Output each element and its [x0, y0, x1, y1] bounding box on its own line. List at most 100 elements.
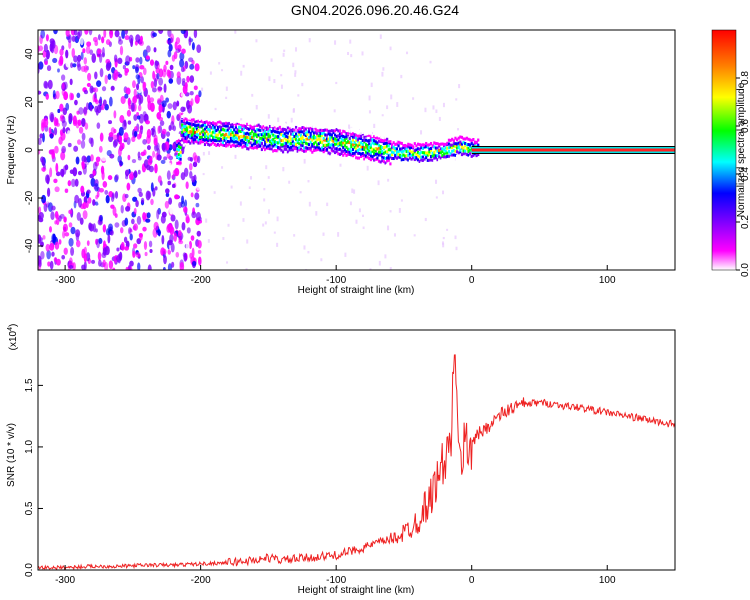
spectrogram-noise-cell — [198, 90, 202, 98]
spectrogram-noise-cell — [191, 42, 195, 51]
spectrogram-noise-cell — [113, 128, 117, 134]
spectrogram-ridge-cell — [447, 146, 451, 150]
spectrogram-ridge-cell — [215, 135, 218, 139]
spectrogram-ridge-cell — [454, 142, 457, 146]
spectrogram-faint-cell — [292, 108, 295, 113]
spectrogram-ridge-cell — [468, 143, 472, 147]
spectrogram-faint-cell — [424, 217, 427, 222]
spectrogram-noise-cell — [153, 137, 158, 146]
spectrogram-noise-cell — [161, 100, 167, 108]
spectrogram-noise-cell — [86, 240, 90, 246]
spectrogram-ridge-cell — [309, 131, 312, 135]
spectrogram-ridge-cell — [203, 123, 207, 127]
spectrogram-ridge-cell — [210, 133, 213, 137]
spectrogram-noise-cell — [175, 48, 181, 54]
spectrogram-ridge-cell — [298, 132, 301, 136]
spectrogram-ridge-cell — [371, 141, 374, 145]
spectrogram-noise-cell — [198, 256, 202, 266]
spectrogram-ridge-cell — [311, 129, 314, 133]
spectrogram-ridge-cell — [200, 135, 203, 139]
spectrogram-noise-cell — [183, 206, 188, 214]
spectrogram-ridge-cell — [460, 145, 464, 149]
spectrogram-ridge-cell — [319, 134, 322, 138]
spectrogram-ridge-cell — [176, 134, 179, 138]
spectrogram-noise-cell — [169, 206, 174, 215]
spectrogram-ridge-cell — [272, 133, 275, 137]
spectrogram-faint-cell — [389, 267, 392, 270]
spectrogram-ridge-cell — [369, 130, 372, 134]
spectrogram-ridge-cell — [324, 148, 327, 152]
spectrogram-noise-cell — [53, 116, 58, 127]
spectrogram-ridge-cell — [343, 138, 346, 142]
spectrogram-ridge-cell — [455, 150, 459, 154]
spectrogram-ridge-cell — [265, 145, 268, 149]
spectrogram-ridge-cell — [264, 140, 267, 144]
spectrogram-noise-cell — [49, 226, 52, 233]
spectrogram-ridge-cell — [320, 148, 324, 152]
spectrogram-ridge-cell — [425, 153, 428, 157]
spectrogram-noise-cell — [58, 239, 62, 245]
spectrogram-ridge-cell — [303, 126, 306, 130]
spectrogram-ridge-cell — [446, 154, 449, 158]
spectrogram-ridge-cell — [264, 133, 267, 137]
svg-text:(x104): (x104) — [7, 324, 19, 351]
spectrogram-faint-cell — [268, 76, 271, 82]
spectrogram-ridge-cell — [381, 151, 384, 155]
spectrogram-ridge-cell — [242, 134, 246, 138]
spectrogram-ridge-cell — [268, 121, 272, 125]
spectrogram-ridge-cell — [373, 151, 376, 155]
spectrogram-ridge-cell — [272, 144, 275, 148]
spectrogram-ridge-cell — [314, 131, 317, 135]
spectrogram-ridge-cell — [244, 120, 247, 124]
spectrogram-ridge-cell — [255, 140, 259, 144]
spectrogram-noise-cell — [63, 217, 67, 223]
spectrogram-ridge-cell — [195, 135, 198, 139]
spectrogram-ridge-cell — [260, 126, 264, 130]
spectrogram-ridge-cell — [429, 158, 433, 162]
spectrogram-noise-cell — [156, 209, 160, 220]
spectrogram-noise-cell — [137, 169, 141, 175]
spectrogram-ridge-cell — [254, 129, 257, 133]
spectrogram-ridge-cell — [208, 121, 211, 125]
spectrogram-ridge-cell — [356, 156, 359, 160]
spectrogram-noise-cell — [197, 249, 202, 254]
spectrogram-noise-cell — [109, 153, 115, 159]
spectrogram-ridge-cell — [298, 150, 301, 154]
spectrogram-ridge-cell — [400, 141, 403, 145]
spectrogram-ridge-cell — [294, 125, 298, 129]
spectrogram-ridge-cell — [239, 146, 242, 150]
spectrogram-ridge-cell — [215, 133, 218, 137]
spectrogram-noise-cell — [143, 159, 149, 169]
spectrogram-ridge-cell — [291, 148, 294, 152]
spectrogram-ridge-cell — [210, 145, 213, 149]
spectrogram-noise-cell — [73, 30, 78, 36]
spectrogram-noise-cell — [153, 144, 159, 152]
spectrogram-ridge-cell — [298, 130, 301, 134]
spectrogram-ridge-cell — [293, 142, 296, 146]
spectrogram-noise-cell — [38, 211, 44, 220]
spectrogram-ridge-cell — [189, 134, 192, 138]
spectrogram-ridge-cell — [296, 149, 299, 153]
spectrogram-ridge-cell — [190, 115, 194, 119]
spectrogram-ridge-cell — [259, 144, 262, 148]
spectrogram-ridge-cell — [455, 138, 459, 142]
spectrogram-ridge-cell — [347, 132, 350, 136]
spectrogram-ridge-cell — [285, 134, 288, 138]
spectrogram-ridge-cell — [420, 160, 423, 164]
spectrogram-ridge-cell — [358, 134, 361, 138]
spectrogram-ridge-cell — [418, 152, 421, 156]
spectrogram-ridge-cell — [320, 140, 324, 144]
spectrogram-ridge-cell — [233, 144, 236, 148]
spectrogram-noise-cell — [84, 122, 89, 130]
spectrogram-noise-cell — [68, 264, 74, 270]
spectrogram-ridge-cell — [301, 137, 304, 141]
spectrogram-ridge-cell — [366, 147, 369, 151]
spectrogram-ridge-cell — [376, 133, 379, 137]
spectrogram-noise-cell — [145, 218, 151, 223]
spectrogram-ridge-cell — [320, 146, 324, 150]
spectrogram-faint-cell — [277, 117, 280, 123]
spectrogram-ridge-cell — [203, 118, 207, 122]
spectrogram-noise-cell — [126, 182, 131, 191]
spectrogram-noise-cell — [76, 139, 82, 145]
